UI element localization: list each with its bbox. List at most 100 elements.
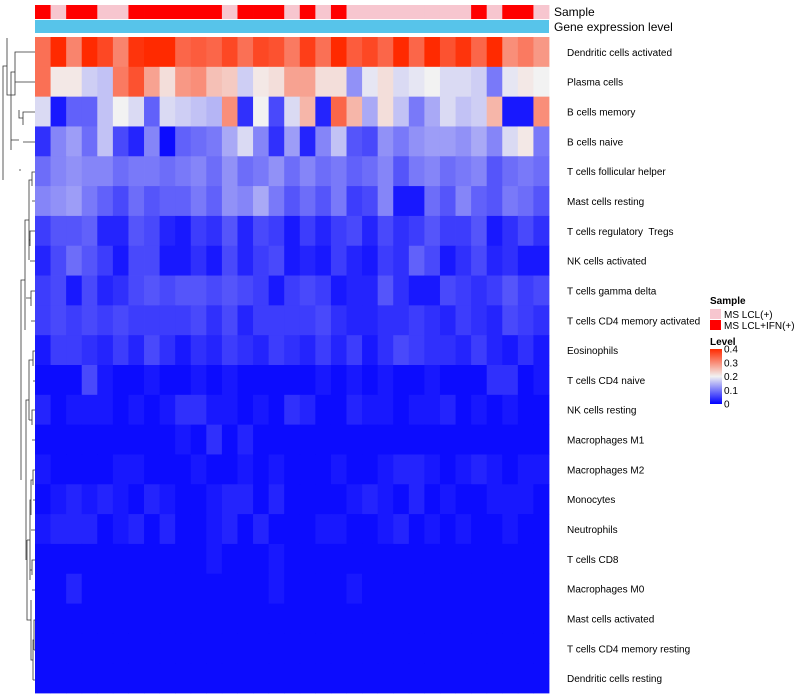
heatmap-cell [268,156,285,187]
heatmap-cell [424,245,441,276]
heatmap-cell [502,365,519,396]
heatmap-cell [50,454,67,485]
heatmap-cell [330,96,347,127]
heatmap-cell [268,394,285,426]
sample-legend-label-lcl: MS LCL(+) [724,310,773,321]
heatmap-cell [159,37,176,68]
heatmap-cell [97,186,114,217]
heatmap-cell [517,663,534,694]
heatmap-cell [237,96,254,127]
heatmap-cell [362,186,379,217]
heatmap-cell [284,454,301,485]
heatmap-cell [517,186,534,217]
sample-annotation-cell [408,5,425,19]
heatmap-cell [128,543,145,575]
heatmap-cell [439,37,456,68]
heatmap-cell [471,394,488,426]
heatmap-cell [159,603,176,634]
heatmap-cell [517,275,534,306]
row-label: Eosinophils [567,346,618,357]
heatmap-cell [393,633,410,664]
heatmap-cell [346,424,363,455]
heatmap-cell [533,305,550,336]
heatmap-cell [455,186,472,217]
heatmap-cell [439,633,456,664]
sample-annotation-cell [330,5,347,19]
heatmap-cell [268,573,285,604]
heatmap-cell [237,215,254,247]
sample-annotation-cell [471,5,488,19]
heatmap-cell [471,186,488,217]
heatmap-cell [221,573,238,604]
heatmap-cell [393,96,410,127]
heatmap-cell [35,603,51,634]
heatmap-cell [533,663,550,694]
heatmap-cell [439,543,456,575]
heatmap-cell [190,603,207,634]
heatmap-cell [502,156,519,187]
heatmap-cell [144,424,161,455]
sample-annotation-cell [502,5,519,19]
heatmap-cell [144,335,161,366]
heatmap-cell [128,394,145,426]
heatmap-cell [50,365,67,396]
heatmap-cell [408,66,425,98]
heatmap-cell [439,305,456,336]
sample-annotation-cell [362,5,379,19]
heatmap-cell [408,424,425,455]
heatmap-cell [35,454,51,485]
heatmap-cell [35,66,51,98]
heatmap-cell [377,633,394,664]
heatmap-cell [112,603,129,634]
sample-legend-swatch-lcl [710,309,721,319]
heatmap-cell [517,37,534,68]
heatmap-cell [533,37,550,68]
heatmap-cell [377,454,394,485]
heatmap-cell [330,215,347,247]
heatmap-cell [190,365,207,396]
heatmap-cell [471,275,488,306]
heatmap-cell [237,424,254,455]
heatmap-cell [408,454,425,485]
heatmap-cell [346,514,363,545]
heatmap-cell [128,37,145,68]
heatmap-cell [175,394,192,426]
heatmap-cell [377,156,394,187]
heatmap-cell [315,454,332,485]
heatmap-cell [253,663,270,694]
heatmap-cell [159,543,176,575]
heatmap-cell [35,335,51,366]
heatmap-cell [81,305,98,336]
heatmap-cell [128,603,145,634]
heatmap-cell [253,245,270,276]
heatmap-cell [66,335,83,366]
heatmap-cell [299,96,316,127]
heatmap-cell [424,424,441,455]
heatmap-cell [533,633,550,664]
heatmap-cell [253,573,270,604]
heatmap-cell [35,37,51,68]
heatmap-cell [455,663,472,694]
row-label: Dendritic cells activated [567,48,672,59]
heatmap-cell [190,514,207,545]
heatmap-cell [315,633,332,664]
heatmap-cell [35,663,51,694]
heatmap-cell [112,305,129,336]
heatmap-cell [502,543,519,575]
heatmap-cell [97,365,114,396]
heatmap-cell [393,394,410,426]
heatmap-cell [284,484,301,515]
heatmap-cell [377,663,394,694]
heatmap-cell [362,573,379,604]
heatmap-cell [253,543,270,575]
sample-annotation-cell [253,5,270,19]
row-label: T cells gamma delta [567,286,657,297]
gene-expression-annotation-bar [35,20,549,33]
heatmap-cell [206,335,223,366]
heatmap-cell [455,37,472,68]
heatmap-cell [35,126,51,157]
heatmap-cell [268,245,285,276]
heatmap-cell [455,543,472,575]
heatmap-cell [221,275,238,306]
